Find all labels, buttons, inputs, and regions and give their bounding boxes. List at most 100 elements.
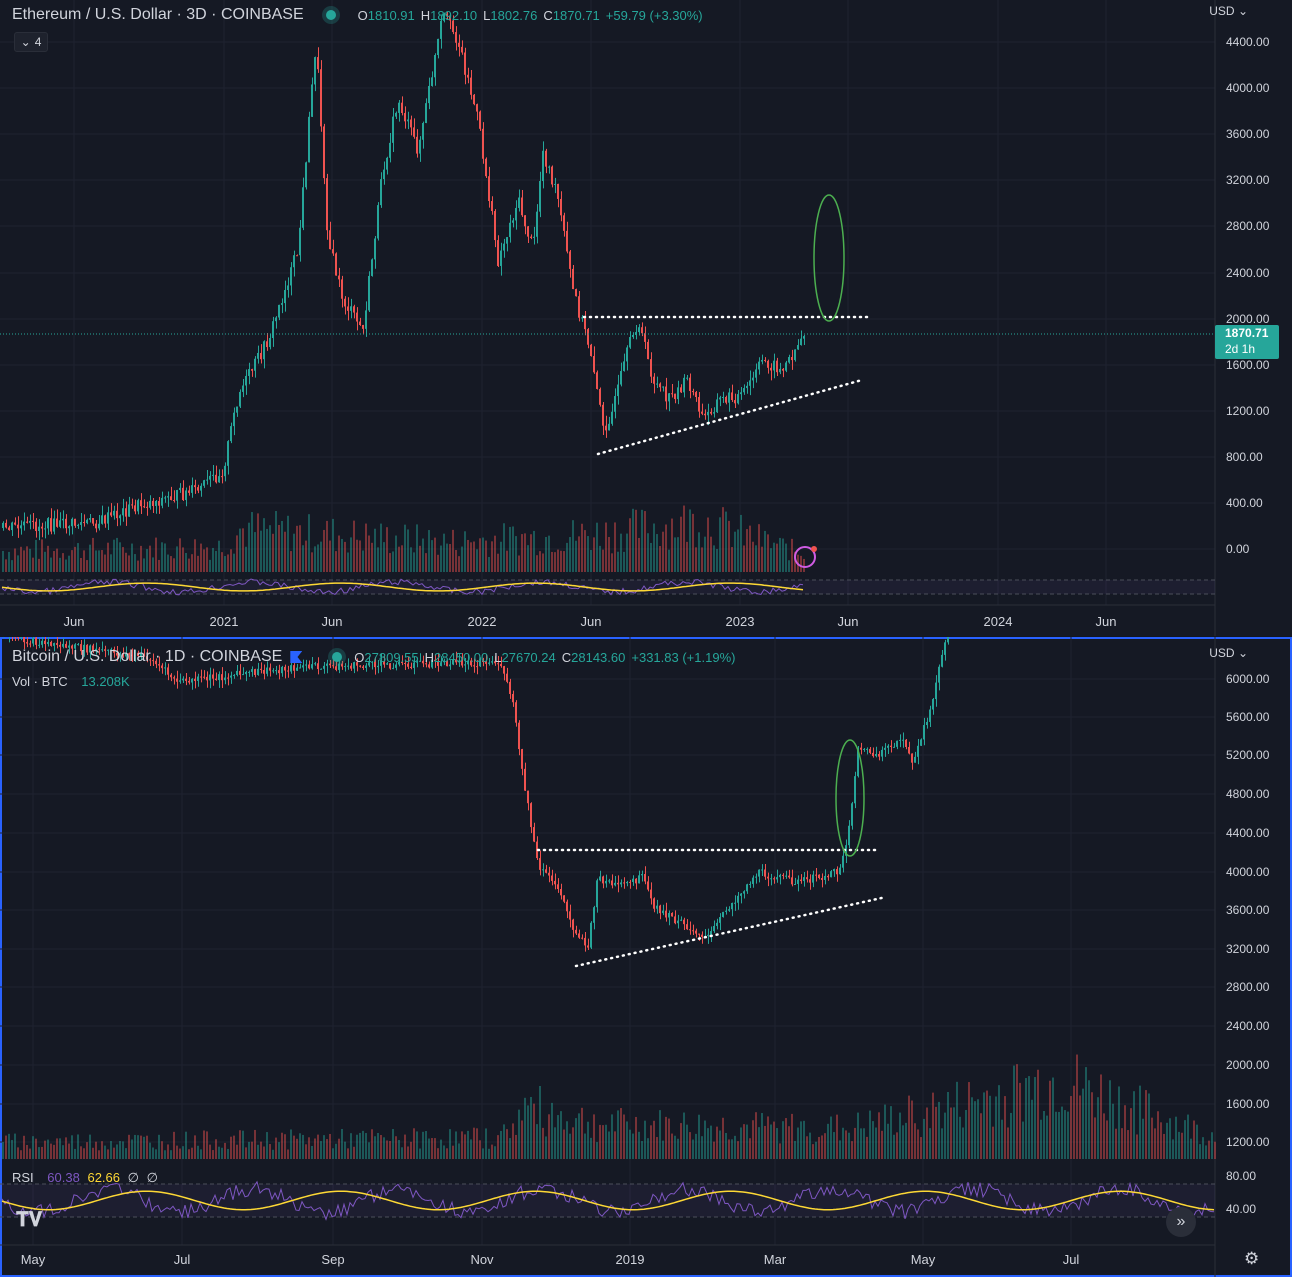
candle-body: [431, 659, 433, 668]
volume-bar: [59, 557, 61, 572]
eth-symbol-title[interactable]: Ethereum / U.S. Dollar · 3D · COINBASE: [12, 6, 304, 23]
btc-chart-canvas[interactable]: 6000.00 5600.00 5200.00 4800.00 4400.00 4000.…: [0, 637, 1292, 1277]
flag-icon[interactable]: [290, 651, 303, 663]
candle-body: [785, 362, 787, 371]
volume-bar: [1031, 1099, 1033, 1159]
candle-body: [419, 139, 421, 154]
volume-bar: [1022, 1121, 1024, 1159]
volume-bar: [500, 541, 502, 572]
candle-body: [464, 52, 466, 75]
candle-body: [506, 673, 508, 682]
volume-bar: [116, 537, 118, 572]
volume-bar: [476, 1128, 478, 1159]
candle-body: [293, 665, 295, 671]
volume-bar: [656, 1137, 658, 1159]
btc-currency-selector[interactable]: USD ⌄: [1209, 646, 1248, 660]
volume-bar: [557, 1115, 559, 1159]
y-tick-label: 0.00: [1226, 542, 1250, 556]
candle-body: [443, 661, 445, 663]
volume-bar: [26, 1144, 28, 1159]
candle-body: [65, 518, 67, 529]
gear-icon[interactable]: ⚙: [1244, 1249, 1260, 1268]
volume-bar: [278, 524, 280, 572]
candle-body: [452, 20, 454, 33]
candle-body: [290, 665, 292, 672]
candle-body: [176, 489, 178, 501]
candle-body: [653, 376, 655, 384]
volume-bar: [683, 1112, 685, 1159]
candle-body: [485, 158, 487, 177]
volume-bar: [740, 514, 742, 572]
volume-bar: [1001, 1119, 1003, 1159]
candle-body: [92, 517, 94, 524]
candle-body: [770, 367, 772, 371]
btc-chart-panel[interactable]: 6000.00 5600.00 5200.00 4800.00 4400.00 4000.…: [0, 637, 1292, 1277]
eth-currency-selector[interactable]: USD ⌄: [1209, 4, 1248, 18]
volume-bar: [719, 517, 721, 572]
volume-bar: [1145, 1090, 1147, 1159]
candle-body: [230, 426, 232, 442]
candle-body: [740, 392, 742, 395]
candle-body: [326, 178, 328, 231]
candle-body: [512, 220, 514, 223]
candle-body: [152, 500, 154, 507]
y-tick-label: 1200.00: [1226, 404, 1270, 418]
volume-bar: [674, 537, 676, 572]
candle-body: [197, 487, 199, 491]
volume-bar: [938, 1101, 940, 1159]
candle-body: [788, 875, 790, 878]
volume-bar: [566, 1121, 568, 1159]
eth-chart-canvas[interactable]: 4400.00 4000.00 3600.00 3200.00 2800.00 2400.…: [0, 0, 1292, 636]
indicators-toggle-button[interactable]: ⌄ 4: [14, 32, 48, 52]
candle-body: [383, 169, 385, 180]
eth-chart-panel[interactable]: 4400.00 4000.00 3600.00 3200.00 2800.00 2400.…: [0, 0, 1292, 636]
candle-body: [743, 891, 745, 894]
volume-bar: [533, 1103, 535, 1159]
volume-bar: [35, 539, 37, 572]
volume-bar: [788, 1126, 790, 1159]
candle-body: [374, 661, 376, 668]
candle-body: [641, 874, 643, 876]
tradingview-logo-icon[interactable]: 𝐓𝐕: [16, 1209, 43, 1231]
candle-body: [494, 661, 496, 664]
candle-body: [791, 357, 793, 361]
volume-bar: [164, 543, 166, 572]
candle-body: [719, 917, 721, 923]
candle-body: [746, 385, 748, 389]
volume-bar: [560, 550, 562, 572]
volume-bar: [839, 1140, 841, 1159]
volume-bar: [560, 1111, 562, 1159]
volume-bar: [188, 1149, 190, 1159]
volume-bar: [317, 1134, 319, 1159]
volume-bar: [554, 1127, 556, 1159]
volume-bar: [53, 551, 55, 572]
candle-body: [392, 667, 394, 669]
y-tick-label: 1200.00: [1226, 1135, 1270, 1149]
volume-bar: [89, 1134, 91, 1159]
candle-body: [224, 677, 226, 681]
volume-bar: [812, 1144, 814, 1159]
volume-bar: [206, 1131, 208, 1159]
candle-body: [347, 665, 349, 667]
candle-body: [488, 176, 490, 202]
volume-bar: [263, 518, 265, 572]
candle-body: [914, 756, 916, 763]
candle-body: [419, 660, 421, 662]
candle-body: [77, 644, 79, 646]
volume-bar: [1154, 1128, 1156, 1159]
candle-body: [680, 387, 682, 393]
double-chevron-right-icon[interactable]: »: [1166, 1207, 1196, 1237]
candle-body: [458, 660, 460, 663]
volume-bar: [191, 1147, 193, 1159]
volume-bar: [254, 1129, 256, 1159]
candle-body: [572, 268, 574, 290]
volume-bar: [377, 1132, 379, 1159]
volume-bar: [1025, 1078, 1027, 1159]
volume-bar: [641, 509, 643, 572]
volume-bar: [266, 528, 268, 572]
volume-bar: [353, 1146, 355, 1159]
candle-body: [284, 290, 286, 304]
volume-bar: [1151, 1117, 1153, 1159]
candle-body: [89, 645, 91, 653]
btc-symbol-title[interactable]: Bitcoin / U.S. Dollar · 1D · COINBASE: [12, 648, 283, 665]
